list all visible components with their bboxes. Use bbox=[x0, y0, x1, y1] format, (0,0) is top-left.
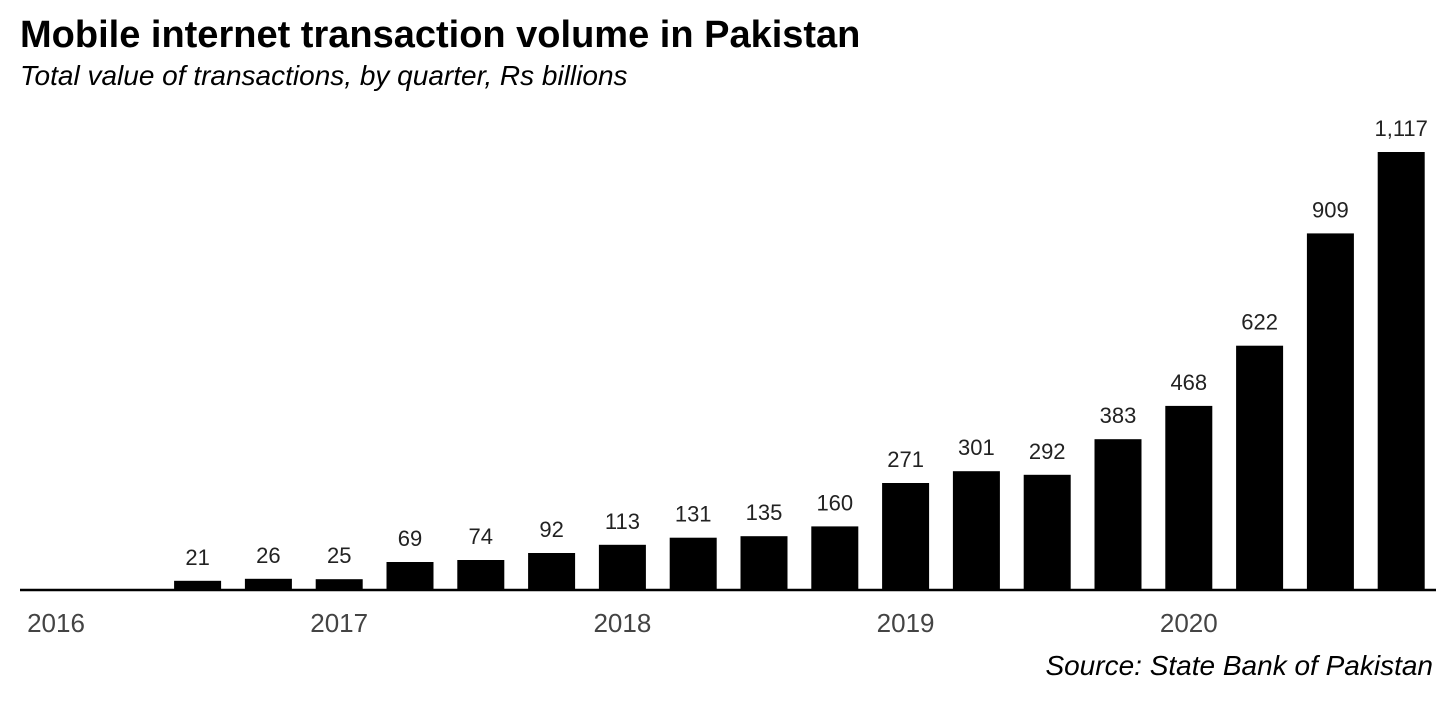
x-tick-label-2019: 2019 bbox=[877, 608, 935, 638]
bar-labels-group: 21 26 25 69 74 92 113 131 135 160 271 301 292 383 468 6… bbox=[185, 116, 1428, 570]
x-axis-ticks: 2016 2017 2018 2019 2020 bbox=[27, 608, 1218, 638]
bar-value-label: 69 bbox=[398, 526, 422, 551]
bar-2019-q1 bbox=[882, 483, 930, 589]
bar-2018-q2 bbox=[669, 537, 717, 589]
bar-value-label: 74 bbox=[469, 524, 493, 549]
chart-source: Source: State Bank of Pakistan bbox=[1045, 650, 1433, 681]
bar-value-label: 160 bbox=[816, 490, 853, 515]
bar-2020-q1 bbox=[1165, 405, 1213, 589]
bar-value-label: 25 bbox=[327, 543, 351, 568]
x-tick-label-2016: 2016 bbox=[27, 608, 85, 638]
bar-2018-q1 bbox=[598, 544, 646, 589]
x-tick-label-2018: 2018 bbox=[593, 608, 651, 638]
bar-2017-q3 bbox=[457, 560, 505, 589]
bar-2019-q3 bbox=[1023, 474, 1071, 589]
bar-value-label: 1,117 bbox=[1374, 116, 1427, 141]
bar-value-label: 92 bbox=[539, 517, 563, 542]
bar-value-label: 21 bbox=[185, 545, 209, 570]
bar-value-label: 622 bbox=[1241, 310, 1278, 335]
bar-2016-q3 bbox=[174, 580, 222, 589]
bar-value-label: 131 bbox=[675, 502, 712, 527]
bar-2020-q2 bbox=[1236, 345, 1284, 589]
bar-2018-q4 bbox=[811, 526, 859, 589]
bar-2017-q1 bbox=[315, 579, 363, 589]
bars-group bbox=[174, 152, 1425, 589]
x-tick-label-2020: 2020 bbox=[1160, 608, 1218, 638]
chart-title: Mobile internet transaction volume in Pa… bbox=[20, 14, 861, 56]
bar-2019-q4 bbox=[1094, 439, 1142, 589]
bar-2017-q2 bbox=[386, 562, 434, 589]
bar-value-label: 271 bbox=[887, 447, 924, 472]
bar-value-label: 909 bbox=[1312, 197, 1349, 222]
bar-value-label: 135 bbox=[746, 500, 783, 525]
bar-2020-q3 bbox=[1306, 233, 1354, 589]
bar-value-label: 301 bbox=[958, 435, 995, 460]
bar-value-label: 383 bbox=[1100, 403, 1137, 428]
bar-value-label: 26 bbox=[256, 543, 280, 568]
bar-value-label: 292 bbox=[1029, 439, 1066, 464]
bar-2019-q2 bbox=[952, 471, 1000, 589]
bar-value-label: 468 bbox=[1170, 370, 1207, 395]
bar-2018-q3 bbox=[740, 536, 788, 589]
bar-2016-q4 bbox=[244, 578, 292, 589]
bar-2017-q4 bbox=[528, 553, 576, 589]
bar-2020-q4 bbox=[1377, 152, 1425, 589]
x-tick-label-2017: 2017 bbox=[310, 608, 368, 638]
bar-value-label: 113 bbox=[605, 509, 640, 534]
chart-subtitle: Total value of transactions, by quarter,… bbox=[20, 60, 628, 91]
